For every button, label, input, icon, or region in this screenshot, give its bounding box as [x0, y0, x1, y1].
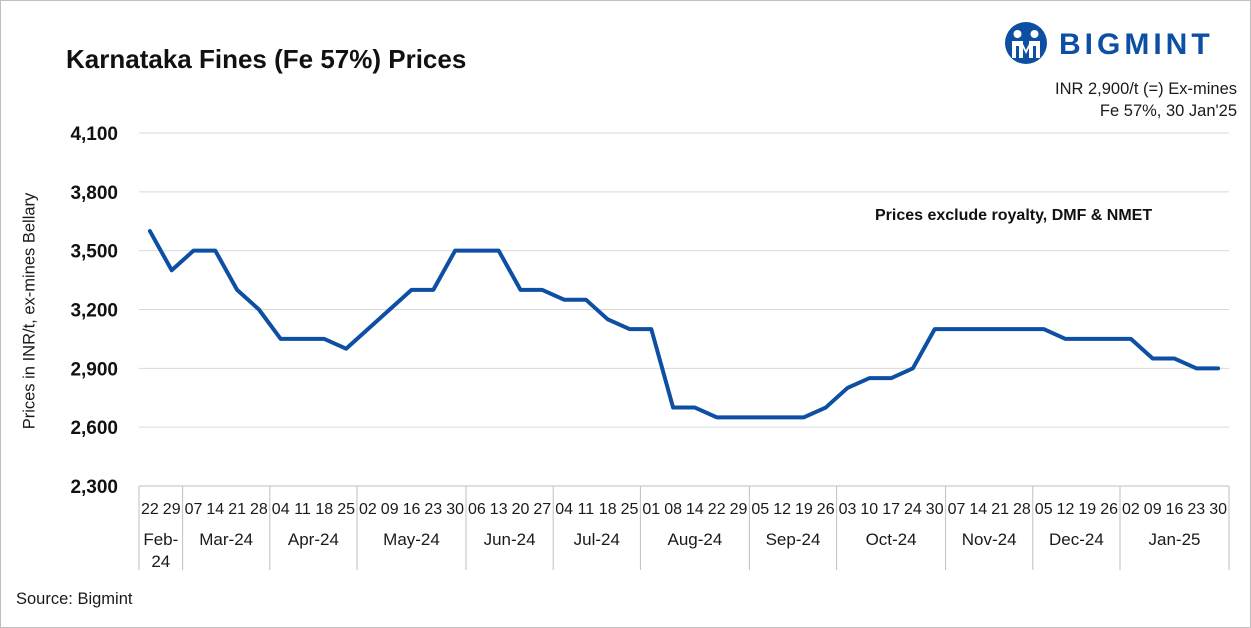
x-tick-label: 08: [664, 501, 682, 518]
x-tick-label: 14: [969, 501, 987, 518]
x-tick-label: 19: [795, 501, 813, 518]
month-label: Jan-25: [1149, 530, 1201, 549]
x-tick-label: 21: [991, 501, 1009, 518]
y-tick-label: 3,800: [70, 183, 118, 204]
brand-name: BIGMINT: [1059, 28, 1214, 61]
y-tick-label: 2,600: [70, 418, 118, 439]
x-tick-label: 25: [621, 501, 639, 518]
x-tick-label: 26: [1100, 501, 1118, 518]
series-layer: [147, 229, 1221, 420]
month-label: Sep-24: [766, 530, 821, 549]
x-tick-label: 09: [381, 501, 399, 518]
x-tick-label: 07: [185, 501, 203, 518]
x-tick-label: 11: [578, 501, 595, 518]
x-axis: 22 29 07 14 21 28 04 11 18 25 02 09 16 23 30 06 13 20 27 04…: [138, 485, 1230, 571]
price-info-line2: Fe 57%, 30 Jan'25: [1099, 102, 1237, 120]
month-label: Oct-24: [866, 530, 917, 549]
x-tick-label: 01: [642, 501, 660, 518]
x-tick-label: 05: [751, 501, 769, 518]
x-tick-label: 19: [1078, 501, 1096, 518]
x-tick-label: 13: [490, 501, 508, 518]
x-tick-label: 16: [403, 501, 421, 518]
month-label: Feb-24: [143, 530, 178, 571]
x-tick-label: 10: [860, 501, 878, 518]
x-tick-label: 16: [1166, 501, 1184, 518]
price-info: INR 2,900/t (=) Ex-mines Fe 57%, 30 Jan'…: [1055, 78, 1237, 122]
x-tick-label: 11: [294, 501, 311, 518]
x-tick-label: 02: [359, 501, 377, 518]
x-tick-label: 28: [250, 501, 268, 518]
x-tick-label: 18: [599, 501, 617, 518]
x-tick-label: 03: [839, 501, 857, 518]
y-tick-label: 3,500: [70, 242, 118, 263]
x-tick-label: 22: [708, 501, 726, 518]
x-tick-label: 06: [468, 501, 486, 518]
month-label: Mar-24: [199, 530, 253, 549]
y-tick-label: 2,300: [70, 477, 118, 498]
month-label: Dec-24: [1049, 530, 1104, 549]
y-tick-label: 2,900: [70, 359, 118, 380]
bigmint-logo-icon: [1005, 22, 1047, 64]
month-label: Jun-24: [484, 530, 536, 549]
x-tick-label: 29: [730, 501, 748, 518]
x-tick-label: 02: [1122, 501, 1140, 518]
gridlines: [139, 132, 1229, 487]
x-tick-label: 04: [272, 501, 290, 518]
x-tick-label: 14: [206, 501, 224, 518]
x-tick-label: 07: [948, 501, 966, 518]
month-label: Aug-24: [667, 530, 722, 549]
x-tick-label: 14: [686, 501, 704, 518]
chart-annotation: Prices exclude royalty, DMF & NMET: [875, 207, 1153, 224]
x-tick-label: 29: [163, 501, 181, 518]
x-tick-label: 17: [882, 501, 900, 518]
y-tick-label: 3,200: [70, 301, 118, 322]
x-tick-label: 05: [1035, 501, 1053, 518]
x-tick-label: 25: [337, 501, 355, 518]
x-tick-label: 09: [1144, 501, 1162, 518]
source-note: Source: Bigmint: [16, 590, 133, 608]
x-tick-label: 04: [555, 501, 573, 518]
x-tick-label: 30: [1209, 501, 1227, 518]
x-tick-label: 23: [424, 501, 442, 518]
price-info-line1: INR 2,900/t (=) Ex-mines: [1054, 80, 1237, 98]
x-tick-label: 23: [1187, 501, 1205, 518]
x-tick-label: 22: [141, 501, 159, 518]
y-axis-ticks: 2,300 2,600 2,900 3,200 3,500 3,800 4,100: [70, 124, 118, 498]
x-tick-label: 30: [446, 501, 464, 518]
brand-logo: BIGMINT: [1003, 20, 1239, 64]
month-label: Apr-24: [288, 530, 339, 549]
x-tick-label: 20: [512, 501, 530, 518]
x-tick-label: 12: [1057, 501, 1075, 518]
x-tick-label: 28: [1013, 501, 1031, 518]
month-label: Nov-24: [962, 530, 1017, 549]
x-tick-label: 26: [817, 501, 835, 518]
chart-title: Karnataka Fines (Fe 57%) Prices: [66, 44, 467, 74]
price-series-line: [147, 229, 1221, 420]
x-tick-label: 21: [228, 501, 246, 518]
x-tick-label: 24: [904, 501, 922, 518]
month-label: May-24: [383, 530, 440, 549]
x-tick-label: 27: [533, 501, 551, 518]
x-tick-label: 18: [315, 501, 333, 518]
x-tick-label: 12: [773, 501, 791, 518]
y-tick-label: 4,100: [70, 124, 118, 145]
x-tick-label: 30: [926, 501, 944, 518]
month-label: Jul-24: [574, 530, 620, 549]
